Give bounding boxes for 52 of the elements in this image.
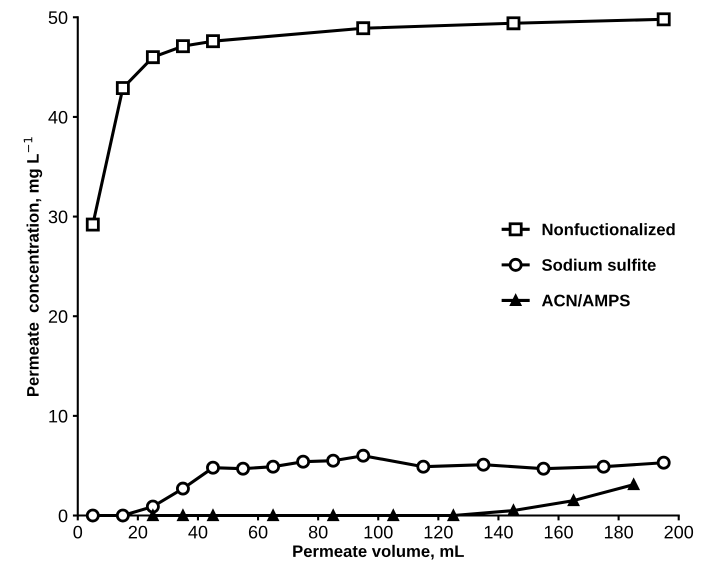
x-tick-label: 80 <box>308 526 328 539</box>
point <box>176 482 190 496</box>
x-tick-label: 180 <box>604 526 633 539</box>
point <box>86 218 100 232</box>
point <box>207 510 219 522</box>
point <box>236 462 250 476</box>
point <box>356 21 370 36</box>
point <box>146 50 160 64</box>
x-tick-label: 120 <box>424 526 453 539</box>
y-tick-label: 0 <box>58 509 68 522</box>
point <box>506 16 520 30</box>
point <box>206 460 220 475</box>
x-tick-label: 140 <box>484 526 513 539</box>
point <box>266 460 280 474</box>
legend-label: Nonfuctionalized <box>542 223 675 236</box>
x-tick-label: 160 <box>544 526 573 539</box>
y-tick-label: 40 <box>48 110 68 124</box>
point <box>596 460 611 474</box>
point <box>177 510 188 522</box>
point <box>536 462 550 476</box>
point <box>116 508 130 522</box>
point <box>176 39 190 54</box>
x-tick-label: 100 <box>364 526 393 539</box>
point <box>356 448 370 463</box>
point <box>416 460 430 474</box>
point <box>146 500 160 514</box>
point <box>388 510 399 522</box>
legend-label: ACN/AMPS <box>542 294 630 307</box>
point <box>326 454 340 468</box>
y-tick-label: 30 <box>48 210 68 224</box>
point <box>448 510 459 522</box>
x-tick-label: 200 <box>664 526 694 539</box>
point <box>476 458 490 472</box>
point <box>328 510 339 522</box>
x-tick-label: 20 <box>128 526 148 539</box>
point <box>268 510 279 522</box>
x-tick-label: 60 <box>248 526 268 539</box>
x-tick-label: 40 <box>188 526 208 539</box>
point <box>206 34 220 48</box>
x-axis-title: Permeate volume, mL <box>293 544 464 560</box>
y-tick-label: 20 <box>48 310 68 323</box>
y-axis-title: Permeate concentration, mg L$^{−1}$ <box>24 137 42 396</box>
point <box>656 456 671 470</box>
legend-label: Sodium sulfite <box>542 258 656 271</box>
y-tick-label: 50 <box>48 11 68 24</box>
point <box>147 510 158 522</box>
point <box>116 81 130 95</box>
x-tick-label: 0 <box>73 526 82 539</box>
point <box>296 454 310 469</box>
point <box>656 12 671 26</box>
point <box>86 508 100 522</box>
y-tick-label: 10 <box>49 410 68 423</box>
